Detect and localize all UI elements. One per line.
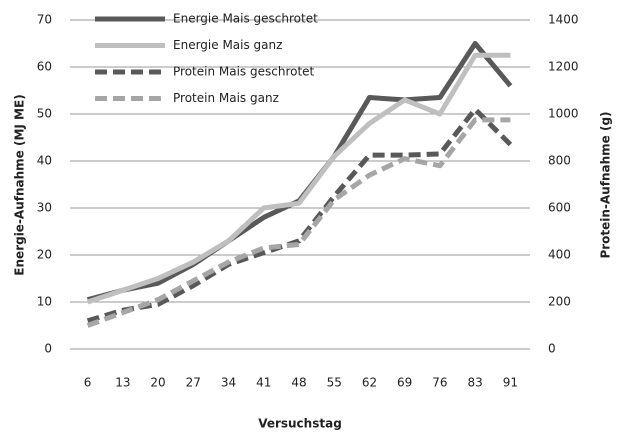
- y2-tick-label: 1400: [548, 13, 579, 27]
- x-tick-label: 41: [256, 376, 271, 390]
- x-tick-label: 83: [468, 376, 483, 390]
- y2-tick-label: 0: [548, 342, 556, 356]
- y2-tick-label: 400: [548, 248, 571, 262]
- x-tick-label: 48: [291, 376, 306, 390]
- series-line: [86, 106, 513, 324]
- y-tick-label: 40: [37, 154, 52, 168]
- legend-label: Protein Mais geschrotet: [173, 65, 315, 79]
- x-tick-label: 34: [221, 376, 236, 390]
- x-tick-label: 20: [150, 376, 165, 390]
- x-tick-label: 91: [503, 376, 518, 390]
- x-tick-label: 6: [84, 376, 92, 390]
- y2-tick-label: 1200: [548, 60, 579, 74]
- y-tick-label: 60: [37, 60, 52, 74]
- y2-tick-label: 200: [548, 295, 571, 309]
- y-tick-label: 10: [37, 295, 52, 309]
- x-tick-label: 62: [362, 376, 377, 390]
- y-tick-label: 50: [37, 107, 52, 121]
- y2-tick-label: 800: [548, 154, 571, 168]
- legend-label: Energie Mais geschrotet: [173, 12, 318, 26]
- y-tick-label: 0: [44, 342, 52, 356]
- x-tick-label: 13: [115, 376, 130, 390]
- x-tick-label: 69: [397, 376, 412, 390]
- x-axis-title: Versuchstag: [258, 417, 342, 431]
- y-axis-title: Energie-Aufnahme (MJ ME): [13, 94, 27, 275]
- x-tick-label: 55: [327, 376, 342, 390]
- series-line: [86, 52, 511, 305]
- legend-label: Protein Mais ganz: [173, 91, 279, 105]
- series-line: [86, 41, 513, 303]
- y-tick-label: 30: [37, 201, 52, 215]
- series-line: [86, 117, 511, 328]
- y-tick-label: 20: [37, 248, 52, 262]
- y2-tick-label: 600: [548, 201, 571, 215]
- legend-label: Energie Mais ganz: [173, 38, 282, 52]
- y-tick-label: 70: [37, 13, 52, 27]
- x-tick-label: 76: [432, 376, 447, 390]
- x-tick-label: 27: [186, 376, 201, 390]
- y2-axis-title: Protein-Aufnahme (g): [599, 111, 613, 258]
- y2-tick-label: 1000: [548, 107, 579, 121]
